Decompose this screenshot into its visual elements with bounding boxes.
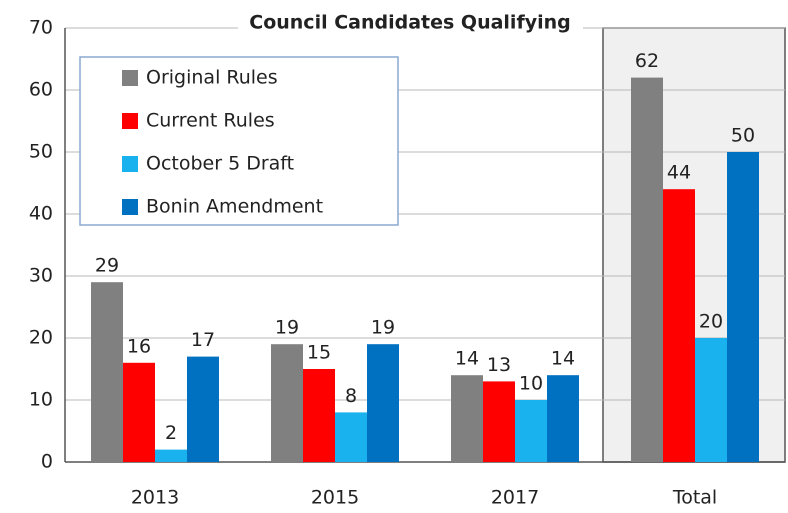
data-label: 8	[345, 385, 357, 407]
chart-title: Council Candidates Qualifying	[249, 12, 571, 34]
x-tick-label: 2015	[311, 487, 359, 509]
data-label: 2	[165, 422, 177, 444]
bar	[663, 189, 695, 462]
bar	[547, 375, 579, 462]
data-label: 50	[731, 125, 755, 147]
bar	[123, 362, 155, 462]
x-tick-label: 2013	[131, 487, 179, 509]
legend-swatch	[122, 199, 138, 215]
bar	[91, 282, 123, 462]
bar	[155, 449, 187, 462]
bar	[303, 369, 335, 462]
data-label: 15	[307, 342, 331, 364]
y-tick-label: 10	[29, 389, 53, 411]
data-label: 20	[699, 311, 723, 333]
y-tick-label: 50	[29, 141, 53, 163]
bar	[483, 381, 515, 462]
title-background	[238, 8, 583, 38]
bar	[271, 344, 303, 462]
bar	[631, 77, 663, 462]
data-label: 14	[455, 348, 479, 370]
data-label: 10	[519, 373, 543, 395]
bar	[515, 400, 547, 462]
bar	[187, 356, 219, 462]
legend-label: October 5 Draft	[146, 153, 294, 175]
y-tick-label: 20	[29, 327, 53, 349]
legend-label: Bonin Amendment	[146, 196, 323, 218]
x-tick-label: 2017	[491, 487, 539, 509]
y-tick-label: 0	[41, 451, 53, 473]
legend-swatch	[122, 113, 138, 129]
data-label: 29	[95, 255, 119, 277]
y-tick-label: 40	[29, 203, 53, 225]
data-label: 13	[487, 354, 511, 376]
bar	[727, 152, 759, 462]
legend-label: Original Rules	[146, 67, 278, 89]
y-tick-label: 30	[29, 265, 53, 287]
legend-swatch	[122, 156, 138, 172]
bar	[367, 344, 399, 462]
data-label: 19	[275, 317, 299, 339]
y-tick-label: 60	[29, 79, 53, 101]
bar	[695, 338, 727, 462]
data-label: 17	[191, 329, 215, 351]
y-tick-label: 70	[29, 17, 53, 39]
data-label: 16	[127, 335, 151, 357]
legend-label: Current Rules	[146, 110, 275, 132]
x-tick-label: Total	[672, 487, 717, 509]
bar	[335, 412, 367, 462]
data-label: 19	[371, 317, 395, 339]
bar	[451, 375, 483, 462]
data-label: 14	[551, 348, 575, 370]
legend-swatch	[122, 70, 138, 86]
data-label: 44	[667, 162, 691, 184]
data-label: 62	[635, 50, 659, 72]
